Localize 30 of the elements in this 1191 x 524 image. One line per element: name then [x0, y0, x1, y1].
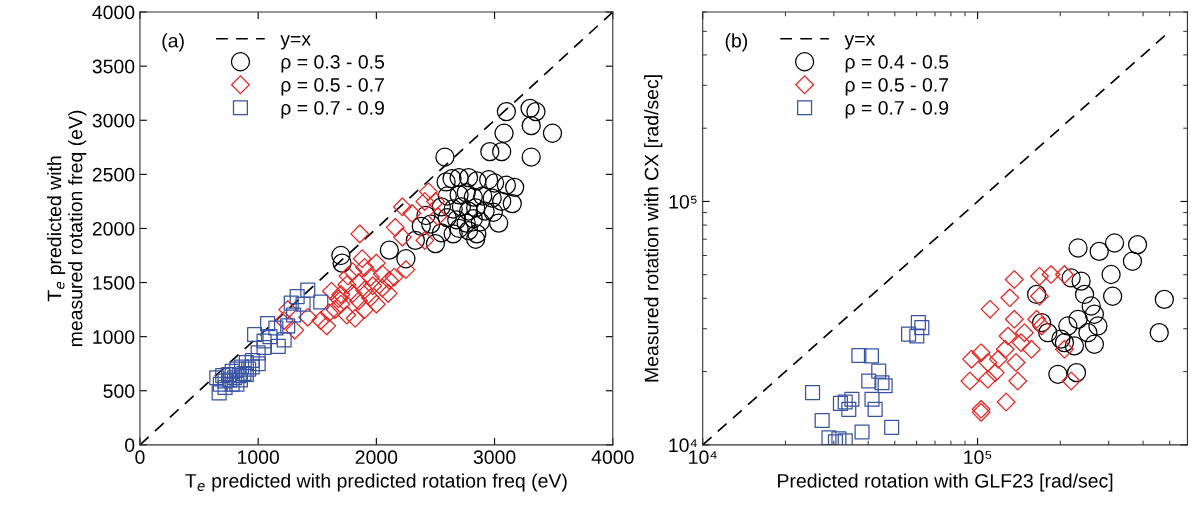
legend-label: ρ = 0.3 - 0.5 — [281, 55, 385, 73]
y-tick-label: 1500 — [93, 276, 135, 290]
x-axis-title: T$_{e}$ predicted with predicted rotation freq (eV) — [185, 473, 567, 492]
y-tick-label: 2000 — [92, 221, 135, 236]
y-tick-label: 1000 — [93, 330, 135, 344]
legend-label: ρ = 0.7 - 0.9 — [281, 100, 384, 119]
x-tick-label: 10⁴ — [689, 450, 717, 465]
legend-label: ρ = 0.7 - 0.9 — [845, 100, 949, 119]
x-axis-title: Predicted rotation with GLF23 [rad/sec] — [778, 473, 1113, 492]
y-axis-title: T$_{e}$ predicted with measured rotation freq (eV) — [47, 110, 87, 347]
legend-label: y=x — [280, 35, 311, 50]
y-tick-label: 3500 — [92, 59, 135, 74]
legend-label: y=x — [844, 35, 876, 50]
y-axis-title: Measured rotation with CX [rad/sec] — [644, 75, 663, 382]
y-tick-label: 2500 — [92, 167, 135, 182]
x-tick-label: 2000 — [355, 450, 398, 465]
annotation: (a) — [162, 33, 184, 52]
legend-label: ρ = 0.4 - 0.5 — [845, 55, 949, 73]
x-tick-label: 4000 — [591, 450, 634, 465]
y-tick-label: 3000 — [92, 113, 135, 128]
legend-label: ρ = 0.5 - 0.7 — [281, 77, 384, 96]
y-tick-label: 0 — [125, 438, 135, 453]
y-tick-label: 500 — [103, 384, 135, 399]
x-tick-label: 1000 — [238, 450, 280, 465]
legend-label: ρ = 0.5 - 0.7 — [845, 77, 949, 96]
x-tick-label: 10⁵ — [964, 450, 992, 465]
x-tick-label: 3000 — [473, 450, 516, 465]
x-tick-label: 0 — [135, 450, 145, 465]
y-tick-label: 4000 — [92, 5, 135, 20]
annotation: (b) — [725, 33, 748, 52]
